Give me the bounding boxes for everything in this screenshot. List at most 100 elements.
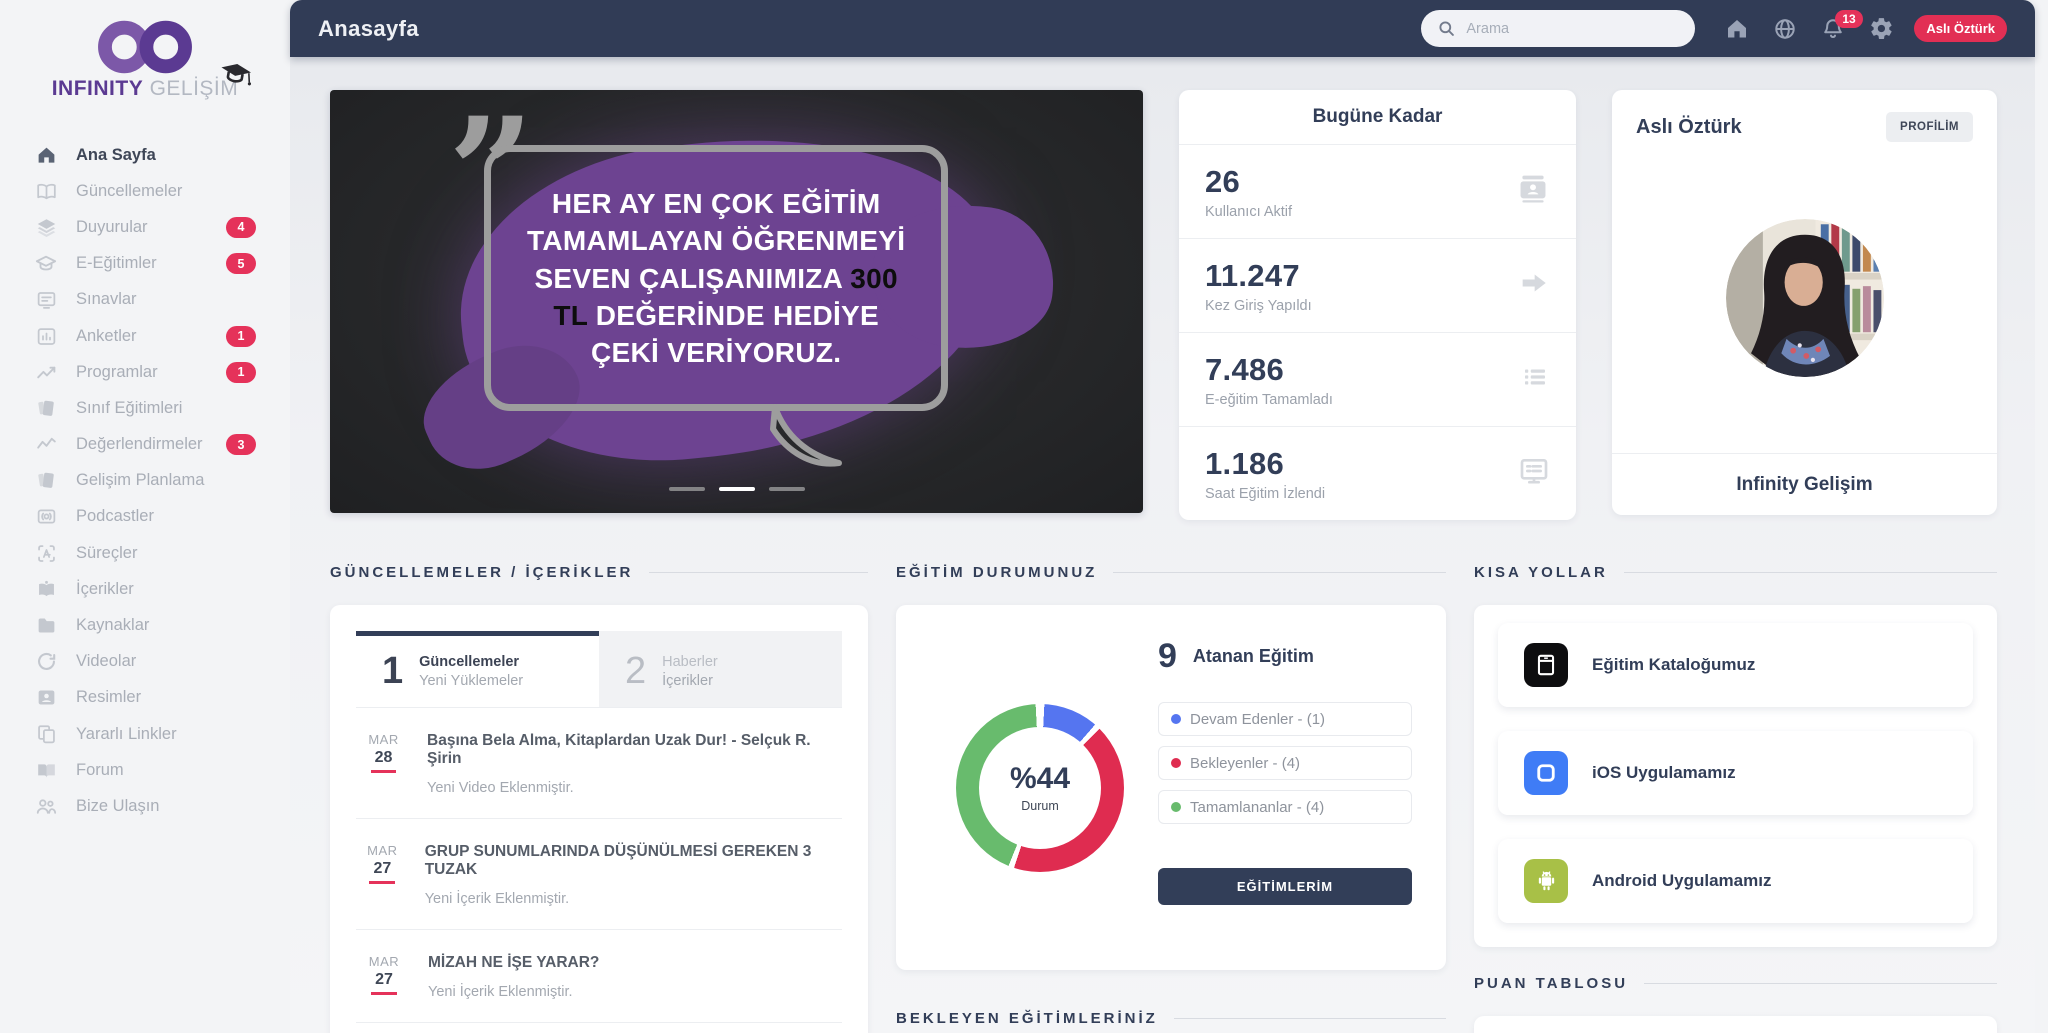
- assigned-trainings: 9 Atanan Eğitim: [1158, 637, 1412, 676]
- legend-label: Tamamlananlar - (4): [1190, 798, 1325, 816]
- updates-column: GÜNCELLEMELER / İÇERİKLER 1 Güncellemele…: [330, 564, 868, 1033]
- sidebar-item-sinavlar[interactable]: Sınavlar: [34, 282, 290, 318]
- item-month: MAR: [368, 732, 399, 747]
- sidebar-item-guncellemeler[interactable]: Güncellemeler: [34, 173, 290, 209]
- line-chart-icon: [34, 433, 58, 457]
- promo-carousel-slide[interactable]: ” HER AY EN ÇOK EĞİTİM TAMAMLAYAN ÖĞRENM…: [330, 90, 1143, 513]
- bell-icon[interactable]: 13: [1821, 9, 1863, 41]
- training-status-card: %44 Durum 9 Atanan Eğitim Devam: [896, 605, 1446, 970]
- section-title: GÜNCELLEMELER / İÇERİKLER: [330, 564, 634, 581]
- sidebar-item-sinif-egitimleri[interactable]: Sınıf Eğitimleri: [34, 390, 290, 426]
- stat-label: Kez Giriş Yapıldı: [1205, 297, 1312, 314]
- company-name: Infinity Gelişim: [1612, 453, 1997, 515]
- section-title: PUAN TABLOSU: [1474, 975, 1629, 992]
- sidebar-item-kaynaklar[interactable]: Kaynaklar: [34, 607, 290, 643]
- brand-name: INFINITY GELİŞİM: [52, 64, 252, 101]
- ios-app-icon: [1524, 751, 1568, 795]
- shortcut-ios-app[interactable]: iOS Uygulamamız: [1498, 731, 1973, 822]
- sidebar-item-icerikler[interactable]: İçerikler: [34, 571, 290, 607]
- carousel-dash[interactable]: [768, 486, 805, 491]
- sidebar-item-surecler[interactable]: Süreçler: [34, 535, 290, 571]
- sidebar-item-label: Sınavlar: [76, 290, 137, 309]
- legend-label: Bekleyenler - (4): [1190, 754, 1301, 772]
- item-month: MAR: [368, 954, 400, 969]
- topbar: Anasayfa 13 Aslı Öztürk: [290, 0, 2035, 57]
- android-icon: [1524, 859, 1568, 903]
- folder-icon: [34, 614, 58, 638]
- sidebar-item-label: Gelişim Planlama: [76, 471, 205, 490]
- list-item[interactable]: MAR 28 Başına Bela Alma, Kitaplardan Uza…: [356, 707, 842, 819]
- profile-card: Aslı Öztürk PROFİLİM: [1612, 90, 1997, 515]
- search-bar[interactable]: [1421, 10, 1696, 47]
- carousel-dash[interactable]: [668, 486, 705, 491]
- list-item[interactable]: MAR 27 GRUP SUNUMLARINDA DÜŞÜNÜLMESİ GER…: [356, 819, 842, 930]
- speech-bubble: HER AY EN ÇOK EĞİTİM TAMAMLAYAN ÖĞRENMEY…: [484, 144, 948, 412]
- content-area: ” HER AY EN ÇOK EĞİTİM TAMAMLAYAN ÖĞRENM…: [290, 57, 2035, 1033]
- shortcuts-card: Eğitim Kataloğumuz iOS Uygulamamız: [1474, 605, 1997, 947]
- carousel-dash-active[interactable]: [718, 486, 755, 491]
- sidebar-item-podcastler[interactable]: Podcastler: [34, 499, 290, 535]
- sidebar-item-degerlendirmeler[interactable]: Değerlendirmeler 3: [34, 427, 290, 463]
- section-title: BEKLEYEN EĞİTİMLERİNİZ: [896, 1010, 1158, 1027]
- sidebar-item-label: Yararlı Linkler: [76, 724, 177, 743]
- donut-label: Durum: [1021, 799, 1059, 813]
- contact-card-icon: [1516, 172, 1550, 211]
- sidebar-item-label: Sınıf Eğitimleri: [76, 398, 183, 417]
- shortcut-training-catalog[interactable]: Eğitim Kataloğumuz: [1498, 623, 1973, 714]
- sidebar-item-anketler[interactable]: Anketler 1: [34, 318, 290, 354]
- user-menu-button[interactable]: Aslı Öztürk: [1914, 15, 2007, 42]
- copy-icon: [34, 722, 58, 746]
- my-trainings-button[interactable]: EĞİTİMLERİM: [1158, 868, 1412, 905]
- notification-badge: 4: [226, 216, 256, 238]
- sidebar-item-duyurular[interactable]: Duyurular 4: [34, 209, 290, 245]
- assigned-count: 9: [1158, 637, 1177, 675]
- list-item[interactable]: MAR 27 MİZAH NE İŞE YARAR? Yeni İçerik E…: [356, 930, 842, 1023]
- shortcut-android-app[interactable]: Android Uygulamamız: [1498, 839, 1973, 930]
- notification-badge: 1: [226, 325, 256, 347]
- updates-card: 1 Güncellemeler Yeni Yüklemeler 2 Haberl…: [330, 605, 868, 1033]
- cards-icon: [34, 469, 58, 493]
- stat-value: 1.186: [1205, 445, 1285, 481]
- arrow-right-icon: [1518, 267, 1550, 304]
- book-open-icon: [34, 179, 58, 203]
- carousel-indicators: [330, 486, 1143, 491]
- sidebar-item-programlar[interactable]: Programlar 1: [34, 354, 290, 390]
- sidebar-item-videolar[interactable]: Videolar: [34, 644, 290, 680]
- sidebar-item-label: Süreçler: [76, 543, 138, 562]
- sidebar-item-gelisim-planlama[interactable]: Gelişim Planlama: [34, 463, 290, 499]
- legend-in-progress: Devam Edenler - (1): [1158, 702, 1412, 736]
- globe-icon[interactable]: [1773, 17, 1797, 41]
- gear-icon[interactable]: [1869, 16, 1894, 41]
- training-column: EĞİTİM DURUMUNUZ %44 Durum: [896, 564, 1446, 1033]
- avatar: [1725, 218, 1884, 377]
- sidebar-item-label: E-Eğitimler: [76, 254, 157, 273]
- brand-name-secondary: GELİŞİM: [149, 77, 239, 100]
- legend-pending: Bekleyenler - (4): [1158, 746, 1412, 780]
- sidebar-item-forum[interactable]: Forum: [34, 752, 290, 788]
- brand-logo[interactable]: INFINITY GELİŞİM: [0, 12, 290, 119]
- training-donut-chart: %44 Durum: [956, 703, 1124, 872]
- search-input[interactable]: [1466, 20, 1667, 37]
- screen-list-icon: [1518, 455, 1550, 492]
- open-book-icon: [34, 577, 58, 601]
- sidebar-item-label: Değerlendirmeler: [76, 435, 203, 454]
- sidebar-item-ana-sayfa[interactable]: Ana Sayfa: [34, 137, 290, 173]
- home-icon[interactable]: [1725, 17, 1749, 41]
- item-month: MAR: [367, 843, 398, 858]
- sidebar-item-bize-ulasin[interactable]: Bize Ulaşın: [34, 788, 290, 824]
- notification-badge: 3: [226, 434, 256, 456]
- tab-title: Güncellemeler: [419, 654, 520, 670]
- pending-trainings-section-header: BEKLEYEN EĞİTİMLERİNİZ: [896, 1010, 1446, 1027]
- sidebar-item-label: Kaynaklar: [76, 616, 150, 635]
- topbar-icons: 13: [1725, 9, 1894, 41]
- tab-haberler[interactable]: 2 Haberler İçerikler: [599, 631, 842, 707]
- item-title: MİZAH NE İŞE YARAR?: [428, 954, 600, 971]
- shortcuts-column: KISA YOLLAR Eğitim Kataloğumuz: [1474, 564, 1997, 1033]
- sidebar-item-e-egitimler[interactable]: E-Eğitimler 5: [34, 246, 290, 282]
- profile-user-name: Aslı Öztürk: [1636, 115, 1742, 138]
- sidebar-item-resimler[interactable]: Resimler: [34, 680, 290, 716]
- sidebar-item-yararli-linkler[interactable]: Yararlı Linkler: [34, 716, 290, 752]
- sidebar-item-label: Ana Sayfa: [76, 145, 156, 164]
- tab-guncellemeler[interactable]: 1 Güncellemeler Yeni Yüklemeler: [356, 631, 599, 707]
- my-profile-button[interactable]: PROFİLİM: [1886, 112, 1973, 142]
